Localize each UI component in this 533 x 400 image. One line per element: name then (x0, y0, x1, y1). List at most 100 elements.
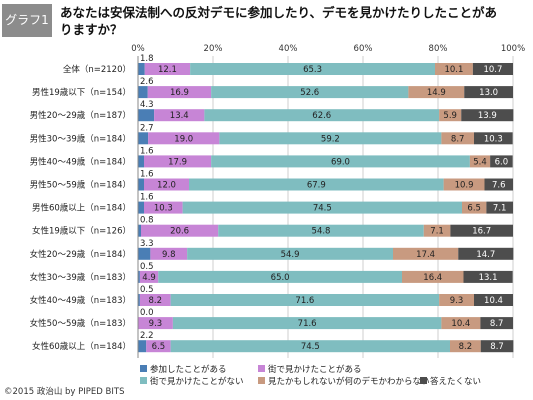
data-label: 17.9 (168, 157, 187, 167)
bar-segment (146, 340, 171, 353)
data-label: 71.6 (295, 296, 314, 306)
figure-label: グラフ1 (2, 4, 52, 37)
data-label: 7.1 (430, 227, 444, 237)
data-label: 62.6 (312, 111, 331, 121)
x-tick-label: 0% (131, 44, 145, 54)
copyright-footer: ©2015 政治山 by PIPED BITS (4, 387, 125, 397)
bar-segment (211, 86, 409, 99)
bar-segment (474, 132, 513, 145)
bar-segment (138, 63, 145, 75)
data-label: 2.6 (140, 77, 154, 87)
data-label: 12.0 (157, 181, 176, 191)
bar-segment (463, 270, 513, 283)
category-label: 女性30～39歳（n=183） (30, 272, 131, 283)
bar-segment (443, 178, 485, 191)
data-label: 9.3 (149, 319, 163, 329)
data-label: 0.5 (140, 285, 154, 295)
bar-segment (147, 86, 212, 99)
data-label: 8.7 (451, 134, 465, 144)
bar-segment (472, 63, 513, 75)
data-label: 3.3 (140, 239, 154, 249)
bar-segment (144, 178, 189, 191)
category-label: 女性20～29歳（n=184） (30, 249, 131, 260)
bar-segment (138, 109, 155, 122)
x-tick-label: 80% (429, 44, 448, 54)
bar-segment (408, 86, 465, 99)
category-label: 全体（n=2120） (63, 64, 131, 75)
data-label: 13.9 (478, 111, 497, 121)
bar-segment (138, 317, 173, 330)
data-label: 69.0 (331, 157, 350, 167)
bar-segment (138, 201, 144, 214)
data-label: 16.7 (472, 227, 491, 237)
bar-segment (138, 294, 140, 306)
bar-segment (189, 178, 444, 191)
data-label: 10.4 (451, 319, 470, 329)
data-label: 13.1 (479, 273, 498, 283)
data-label: 2.7 (140, 123, 154, 133)
data-label: 1.6 (140, 170, 154, 180)
bar-segment (486, 201, 513, 214)
bar-segment (450, 224, 513, 237)
data-label: 12.1 (158, 65, 177, 75)
bar-segment (138, 270, 140, 283)
bar-segment (490, 155, 513, 168)
data-label: 10.7 (483, 65, 502, 75)
bar-segment (172, 317, 442, 330)
data-label: 7.1 (493, 204, 507, 214)
data-label: 5.4 (473, 157, 487, 167)
data-label: 8.2 (148, 296, 162, 306)
bar-segment (138, 86, 148, 99)
data-label: 20.6 (170, 227, 189, 237)
category-label: 男性20～29歳（n=187） (30, 110, 131, 121)
data-label: 6.0 (495, 157, 509, 167)
data-label: 2.2 (140, 331, 154, 341)
bar-segment (138, 340, 147, 353)
data-label: 71.6 (298, 319, 317, 329)
category-label: 男性30～39歳（n=184） (30, 133, 131, 144)
category-label: 男性50～59歳（n=184） (30, 180, 131, 191)
legend-label: 街で見かけたことがある (268, 364, 362, 375)
bar-segment (150, 247, 188, 260)
bar-segment (144, 63, 191, 75)
data-label: 0.0 (140, 308, 154, 318)
data-label: 8.2 (459, 342, 473, 352)
bar-segment (204, 109, 440, 122)
legend-swatch (140, 377, 147, 384)
data-label: 10.9 (455, 181, 474, 191)
x-tick-label: 20% (204, 44, 223, 54)
data-label: 1.6 (140, 146, 154, 156)
legend-swatch (140, 365, 147, 372)
bar-segment (170, 340, 450, 353)
legend-swatch (420, 377, 427, 384)
data-label: 17.4 (416, 250, 435, 260)
bar-segment (458, 247, 514, 260)
data-label: 0.8 (140, 216, 154, 226)
x-tick-label: 60% (354, 44, 373, 54)
category-label: 男性60歳以上（n=184） (32, 203, 131, 214)
bar-segment (393, 247, 459, 260)
bar-segment (219, 132, 442, 145)
data-label: 13.4 (170, 111, 189, 121)
data-label: 4.3 (140, 100, 154, 110)
data-label: 10.3 (154, 204, 173, 214)
category-label: 女性50～59歳（n=183） (30, 318, 131, 329)
bar-segment (170, 294, 440, 306)
data-label: 6.5 (152, 342, 166, 352)
data-label: 7.6 (492, 181, 506, 191)
bar-segment (441, 132, 474, 145)
bar-segment (461, 109, 514, 122)
data-label: 10.4 (484, 296, 503, 306)
bar-segment (138, 132, 149, 145)
bar-segment (148, 132, 220, 145)
bar-segment (138, 155, 144, 168)
legend-swatch (258, 365, 265, 372)
data-label: 74.5 (301, 342, 320, 352)
category-label: 女性40～49歳（n=183） (30, 295, 131, 306)
bar-segment (138, 224, 141, 237)
data-label: 13.0 (479, 88, 498, 98)
bar-segment (138, 178, 144, 191)
data-label: 16.9 (170, 88, 189, 98)
bar-segment (450, 340, 481, 353)
